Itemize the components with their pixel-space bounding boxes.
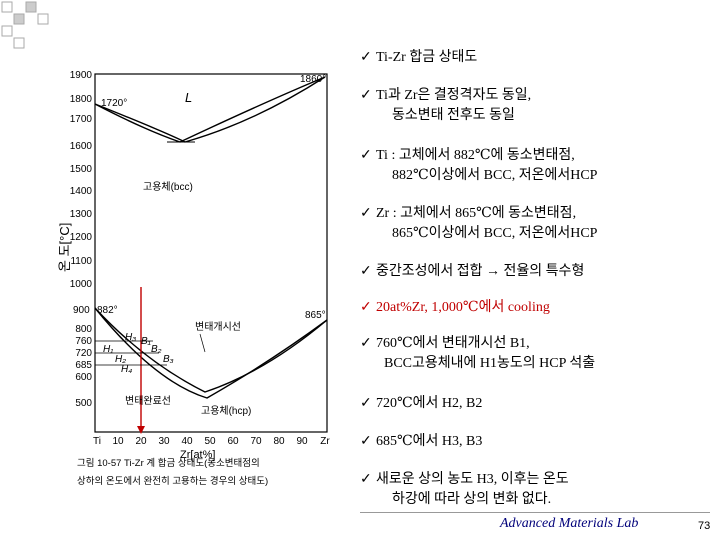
bullet-3-line-2: 882℃이상에서 BCC, 저온에서HCP [392,168,598,183]
y-tick-760: 760 [75,336,92,347]
bullet-4-line-1: Zr : 고체에서 865℃에 동소변태점, [376,206,577,221]
x-tick-40: 40 [181,436,193,447]
transform-end-curve [94,307,328,399]
point-b2: B₂ [151,344,162,355]
x-tick-ti: Ti [93,436,101,447]
x-tick-90: 90 [296,436,308,447]
bullet-1: ✓ Ti-Zr 합금 상태도 [360,48,477,68]
bullet-1-line-1: Ti-Zr 합금 상태도 [376,50,478,65]
check-mark-icon: ✓ [360,50,372,65]
label-hcp: 고용체(hcp) [201,405,251,417]
footer-divider [360,512,710,513]
solidus-curve [94,76,326,143]
transform-start-leader [199,333,206,353]
ti-zr-phase-diagram: 1900 1800 1700 1600 1500 1400 1300 1200 … [57,70,330,487]
bullet-4: ✓ Zr : 고체에서 865℃에 동소변태점, 865℃이상에서 BCC, 저온… [360,204,597,244]
y-tick-900: 900 [73,305,90,316]
label-1720: 1720° [101,98,127,109]
point-h2: H₂ [115,354,126,365]
y-tick-1800: 1800 [70,94,93,105]
y-tick-1700: 1700 [70,114,93,125]
y-tick-500: 500 [75,398,92,409]
y-tick-1200: 1200 [70,232,93,243]
bullet-7-line-2: BCC고용체내에 H1농도의 HCP 석출 [384,356,596,371]
page-number: 73 [698,520,711,532]
bullet-2: ✓ Ti과 Zr은 결정격자도 동일, 동소변태 전후도 동일 [360,86,531,126]
point-h3: H₃ [125,332,136,343]
y-tick-1400: 1400 [70,186,93,197]
y-tick-685: 685 [75,360,92,371]
liquidus-curve [94,76,326,143]
y-tick-1600: 1600 [70,141,93,152]
label-transform-end: 변태완료선 [125,395,171,407]
bullet-3: ✓ Ti : 고체에서 882℃에 동소변태점, 882℃이상에서 BCC, 저온… [360,146,597,186]
decorative-squares [1,1,49,49]
check-mark-icon: ✓ [360,396,372,411]
x-tick-70: 70 [250,436,262,447]
t-882-label: 882° [97,305,118,316]
y-tick-720: 720 [75,348,92,359]
point-h4: H₄ [121,364,132,375]
bullet-3-line-1: Ti : 고체에서 882℃에 동소변태점, [376,148,575,163]
point-b3: B₃ [163,354,174,365]
bullet-8: ✓ 720℃에서 H2, B2 [360,394,482,414]
y-tick-600: 600 [75,372,92,383]
bullet-6: ✓ 20at%Zr, 1,000℃에서 cooling [360,298,550,318]
bullet-5: ✓ 중간조성에서 접합 → 전율의 특수형 [360,262,584,282]
check-mark-icon: ✓ [360,88,372,103]
y-tick-800: 800 [75,324,92,335]
bullet-6-line-1: 20at%Zr, 1,000℃에서 cooling [376,300,550,315]
transform-start-curve [94,307,328,393]
bullet-10-line-2: 하강에 따라 상의 변화 없다. [392,492,552,507]
check-mark-icon: ✓ [360,336,372,351]
caption-line-2: 상하의 온도에서 완전히 고용하는 경우의 상태도) [77,475,268,487]
label-865: 865° [305,310,326,321]
check-mark-icon: ✓ [360,264,372,279]
x-ticks: Ti 10 20 30 40 50 60 70 80 90 Zr [93,436,330,447]
check-mark-icon: ✓ [360,300,372,315]
x-tick-10: 10 [112,436,124,447]
y-tick-1900: 1900 [70,70,93,81]
label-1860: 1860° [300,74,326,85]
y-tick-1100: 1100 [70,256,92,267]
point-b1: B₁ [141,336,151,347]
bullet-4-line-2: 865℃이상에서 BCC, 저온에서HCP [392,226,598,241]
bullet-8-line-1: 720℃에서 H2, B2 [376,396,483,411]
x-axis-label: Zr[at%] [180,449,215,461]
check-mark-icon: ✓ [360,148,372,163]
x-tick-80: 80 [273,436,285,447]
bullet-2-line-1: Ti과 Zr은 결정격자도 동일, [376,88,532,103]
label-transform-start: 변태개시선 [195,321,241,333]
y-axis-label: 온 도[°C] [57,223,72,272]
x-tick-50: 50 [204,436,216,447]
check-mark-icon: ✓ [360,472,372,487]
y-ticks: 1900 1800 1700 1600 1500 1400 1300 1200 … [70,70,93,409]
plot-frame [94,73,328,433]
check-mark-icon: ✓ [360,206,372,221]
bullet-9-line-1: 685℃에서 H3, B3 [376,434,483,449]
bullet-5-line-1: 중간조성에서 접합 → 전율의 특수형 [376,264,585,279]
bullet-2-line-2: 동소변태 전후도 동일 [392,108,515,123]
caption-line-1: 그림 10-57 Ti-Zr 계 합금 상태도(동소변태점의 [77,457,260,469]
x-tick-60: 60 [227,436,239,447]
bullet-7-line-1: 760℃에서 변태개시선 B1, [376,336,530,351]
bullet-9: ✓ 685℃에서 H3, B3 [360,432,482,452]
check-mark-icon: ✓ [360,434,372,449]
x-tick-30: 30 [158,436,170,447]
label-bcc: 고용체(bcc) [143,181,193,193]
cooling-arrow-head [137,426,145,434]
y-tick-1300: 1300 [70,209,93,220]
x-tick-zr: Zr [320,436,330,447]
point-h1: H₁ [103,344,113,355]
y-tick-1000: 1000 [70,279,93,290]
bullet-10-line-1: 새로운 상의 농도 H3, 이후는 온도 [376,472,569,487]
bullet-10: ✓ 새로운 상의 농도 H3, 이후는 온도 하강에 따라 상의 변화 없다. [360,470,569,510]
bullet-7: ✓ 760℃에서 변태개시선 B1, BCC고용체내에 H1농도의 HCP 석출 [360,334,595,374]
label-liquid: L [185,90,192,105]
y-tick-1500: 1500 [70,164,93,175]
footer-lab-name: Advanced Materials Lab [500,516,639,531]
x-tick-20: 20 [135,436,147,447]
